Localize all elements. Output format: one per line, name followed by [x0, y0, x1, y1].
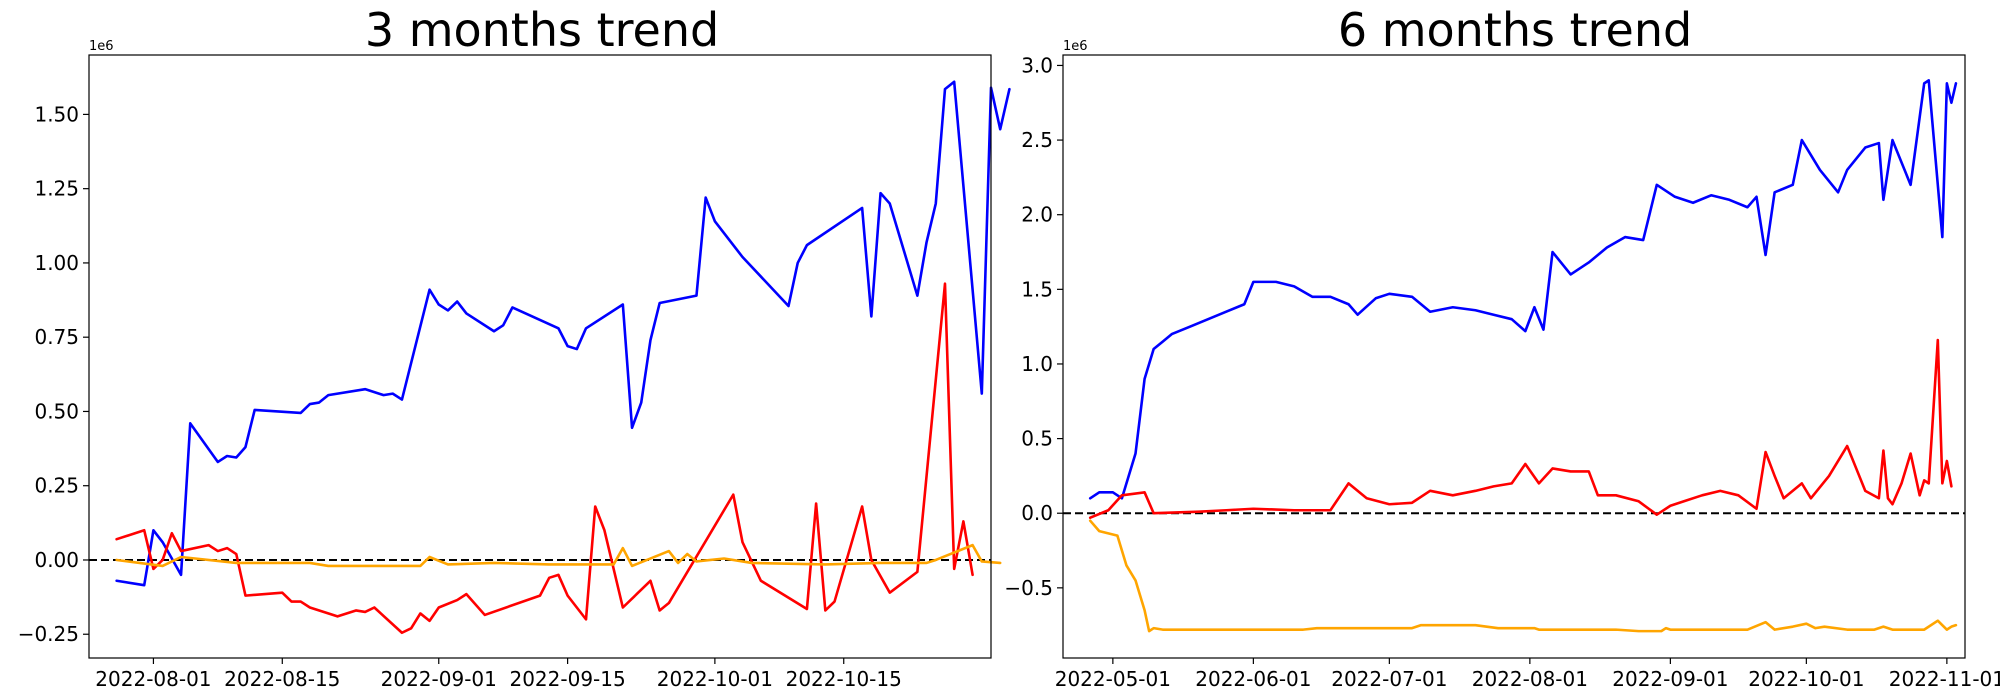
x-tick-label: 2022-08-01	[95, 667, 211, 691]
x-tick-label: 2022-07-01	[1331, 667, 1447, 691]
series-layer	[115, 80, 1011, 635]
chart-title: 6 months trend	[1338, 3, 1692, 57]
chart-title: 3 months trend	[365, 3, 719, 57]
x-axis: 2022-05-01 2022-06-01 2022-07-01 2022-08-01…	[1055, 658, 2000, 691]
x-tick-label: 2022-10-01	[1748, 667, 1864, 691]
x-tick-label: 2022-08-01	[1472, 667, 1588, 691]
series-layer	[1088, 79, 1958, 633]
series-line-0	[1088, 79, 1958, 500]
series-line-2	[1088, 519, 1958, 633]
y-tick-label: 2.0	[1021, 203, 1053, 227]
y-tick-label: 0.5	[1021, 427, 1053, 451]
y-tick-label: 3.0	[1021, 53, 1053, 77]
y-tick-label: 0.0	[1021, 501, 1053, 525]
y-tick-label: 1.50	[34, 102, 79, 126]
y-axis: −0.25 0.00 0.25 0.50 0.75 1.00 1.25 1.50	[18, 102, 89, 646]
chart-6-months: 6 months trend 1e6 −0.5 0.0 0.5 1.0 1.5 2.0 2.…	[1004, 3, 2000, 691]
series-line-1	[1088, 338, 1953, 519]
y-tick-label: 0.75	[34, 325, 79, 349]
x-tick-label: 2022-09-15	[509, 667, 625, 691]
x-tick-label: 2022-09-01	[381, 667, 497, 691]
series-line-2	[115, 543, 1002, 568]
y-tick-label: 0.25	[34, 474, 79, 498]
y-axis: −0.5 0.0 0.5 1.0 1.5 2.0 2.5 3.0	[1004, 53, 1063, 600]
x-tick-label: 2022-10-01	[657, 667, 773, 691]
y-tick-label: −0.5	[1004, 576, 1053, 600]
x-tick-label: 2022-08-15	[224, 667, 340, 691]
series-line-0	[115, 80, 1011, 587]
plot-frame	[1062, 54, 1966, 659]
y-tick-label: 1.5	[1021, 277, 1053, 301]
x-tick-label: 2022-06-01	[1195, 667, 1311, 691]
y-tick-label: 2.5	[1021, 128, 1053, 152]
y-tick-label: 0.50	[34, 399, 79, 423]
x-tick-label: 2022-05-01	[1055, 667, 1171, 691]
y-tick-label: 0.00	[34, 548, 79, 572]
x-tick-label: 2022-11-01	[1889, 667, 2000, 691]
series-line-1	[115, 282, 974, 635]
x-tick-label: 2022-10-15	[786, 667, 902, 691]
y-tick-label: −0.25	[18, 622, 79, 646]
plot-frame	[88, 54, 992, 659]
y-offset-label: 1e6	[89, 39, 114, 54]
y-offset-label: 1e6	[1063, 39, 1088, 54]
chart-3-months: 3 months trend 1e6 −0.25 0.00 0.25 0.50 0.75…	[18, 3, 1011, 691]
x-axis: 2022-08-01 2022-08-15 2022-09-01 2022-09-15…	[95, 658, 902, 691]
y-tick-label: 1.25	[34, 177, 79, 201]
y-tick-label: 1.0	[1021, 352, 1053, 376]
x-tick-label: 2022-09-01	[1612, 667, 1728, 691]
y-tick-label: 1.00	[34, 251, 79, 275]
